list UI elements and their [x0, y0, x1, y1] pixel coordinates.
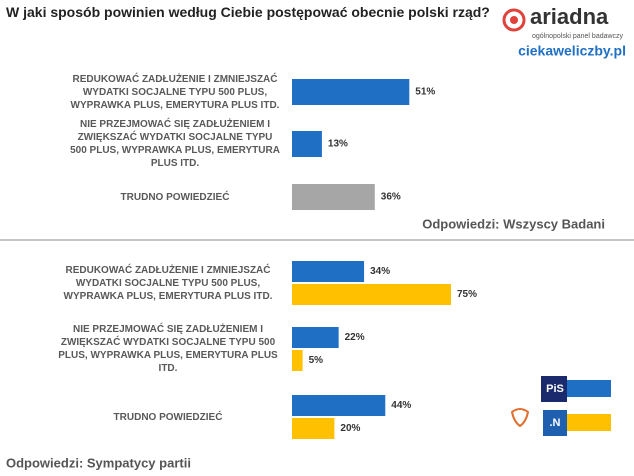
- bar: [292, 284, 451, 305]
- bar: [292, 350, 303, 371]
- category-label: REDUKOWAĆ ZADŁUŻENIE I ZMNIEJSZAĆ WYDATK…: [70, 73, 280, 111]
- category-label: TRUDNO POWIEDZIEĆ: [120, 191, 230, 203]
- category-label: NIE PRZEJMOWAĆ SIĘ ZADŁUŻENIEM I ZWIĘKSZ…: [70, 119, 280, 169]
- logo-icon: [502, 8, 526, 32]
- bar: [292, 418, 335, 439]
- value-label: 22%: [345, 332, 365, 343]
- note: Odpowiedzi: Wszyscy Badani: [422, 216, 605, 231]
- category-label: TRUDNO POWIEDZIEĆ: [113, 411, 223, 423]
- site: ciekaweliczby.pl: [518, 43, 626, 59]
- note: Odpowiedzi: Sympatycy partii: [6, 455, 191, 470]
- logo-icon: [510, 16, 518, 24]
- legend-swatch: [567, 414, 611, 431]
- logo: ariadna: [530, 4, 609, 29]
- legend-swatch: [567, 380, 611, 397]
- bar: [292, 261, 365, 282]
- bar: [292, 131, 322, 157]
- logo-po: [510, 408, 530, 428]
- value-label: 5%: [309, 355, 324, 366]
- legend-label: .N: [550, 417, 561, 429]
- value-label: 34%: [370, 266, 390, 277]
- legend-label: PiS: [546, 383, 564, 395]
- logo-pis: [541, 376, 567, 402]
- value-label: 20%: [340, 423, 360, 434]
- value-label: 36%: [381, 192, 401, 203]
- title: W jaki sposób powinien według Ciebie pos…: [6, 4, 490, 20]
- bar: [292, 79, 410, 105]
- logo-n: [543, 410, 567, 436]
- bar: [292, 327, 339, 348]
- bar: [292, 184, 375, 210]
- category-label: NIE PRZEJMOWAĆ SIĘ ZADŁUŻENIEM I ZWIĘKSZ…: [58, 324, 278, 374]
- value-label: 51%: [415, 87, 435, 98]
- value-label: 13%: [328, 139, 348, 150]
- bar: [292, 395, 386, 416]
- logo-sub: ogólnopolski panel badawczy: [532, 33, 624, 40]
- value-label: 44%: [391, 400, 411, 411]
- category-label: REDUKOWAĆ ZADŁUŻENIE I ZMNIEJSZAĆ WYDATK…: [63, 264, 273, 302]
- value-label: 75%: [457, 289, 477, 300]
